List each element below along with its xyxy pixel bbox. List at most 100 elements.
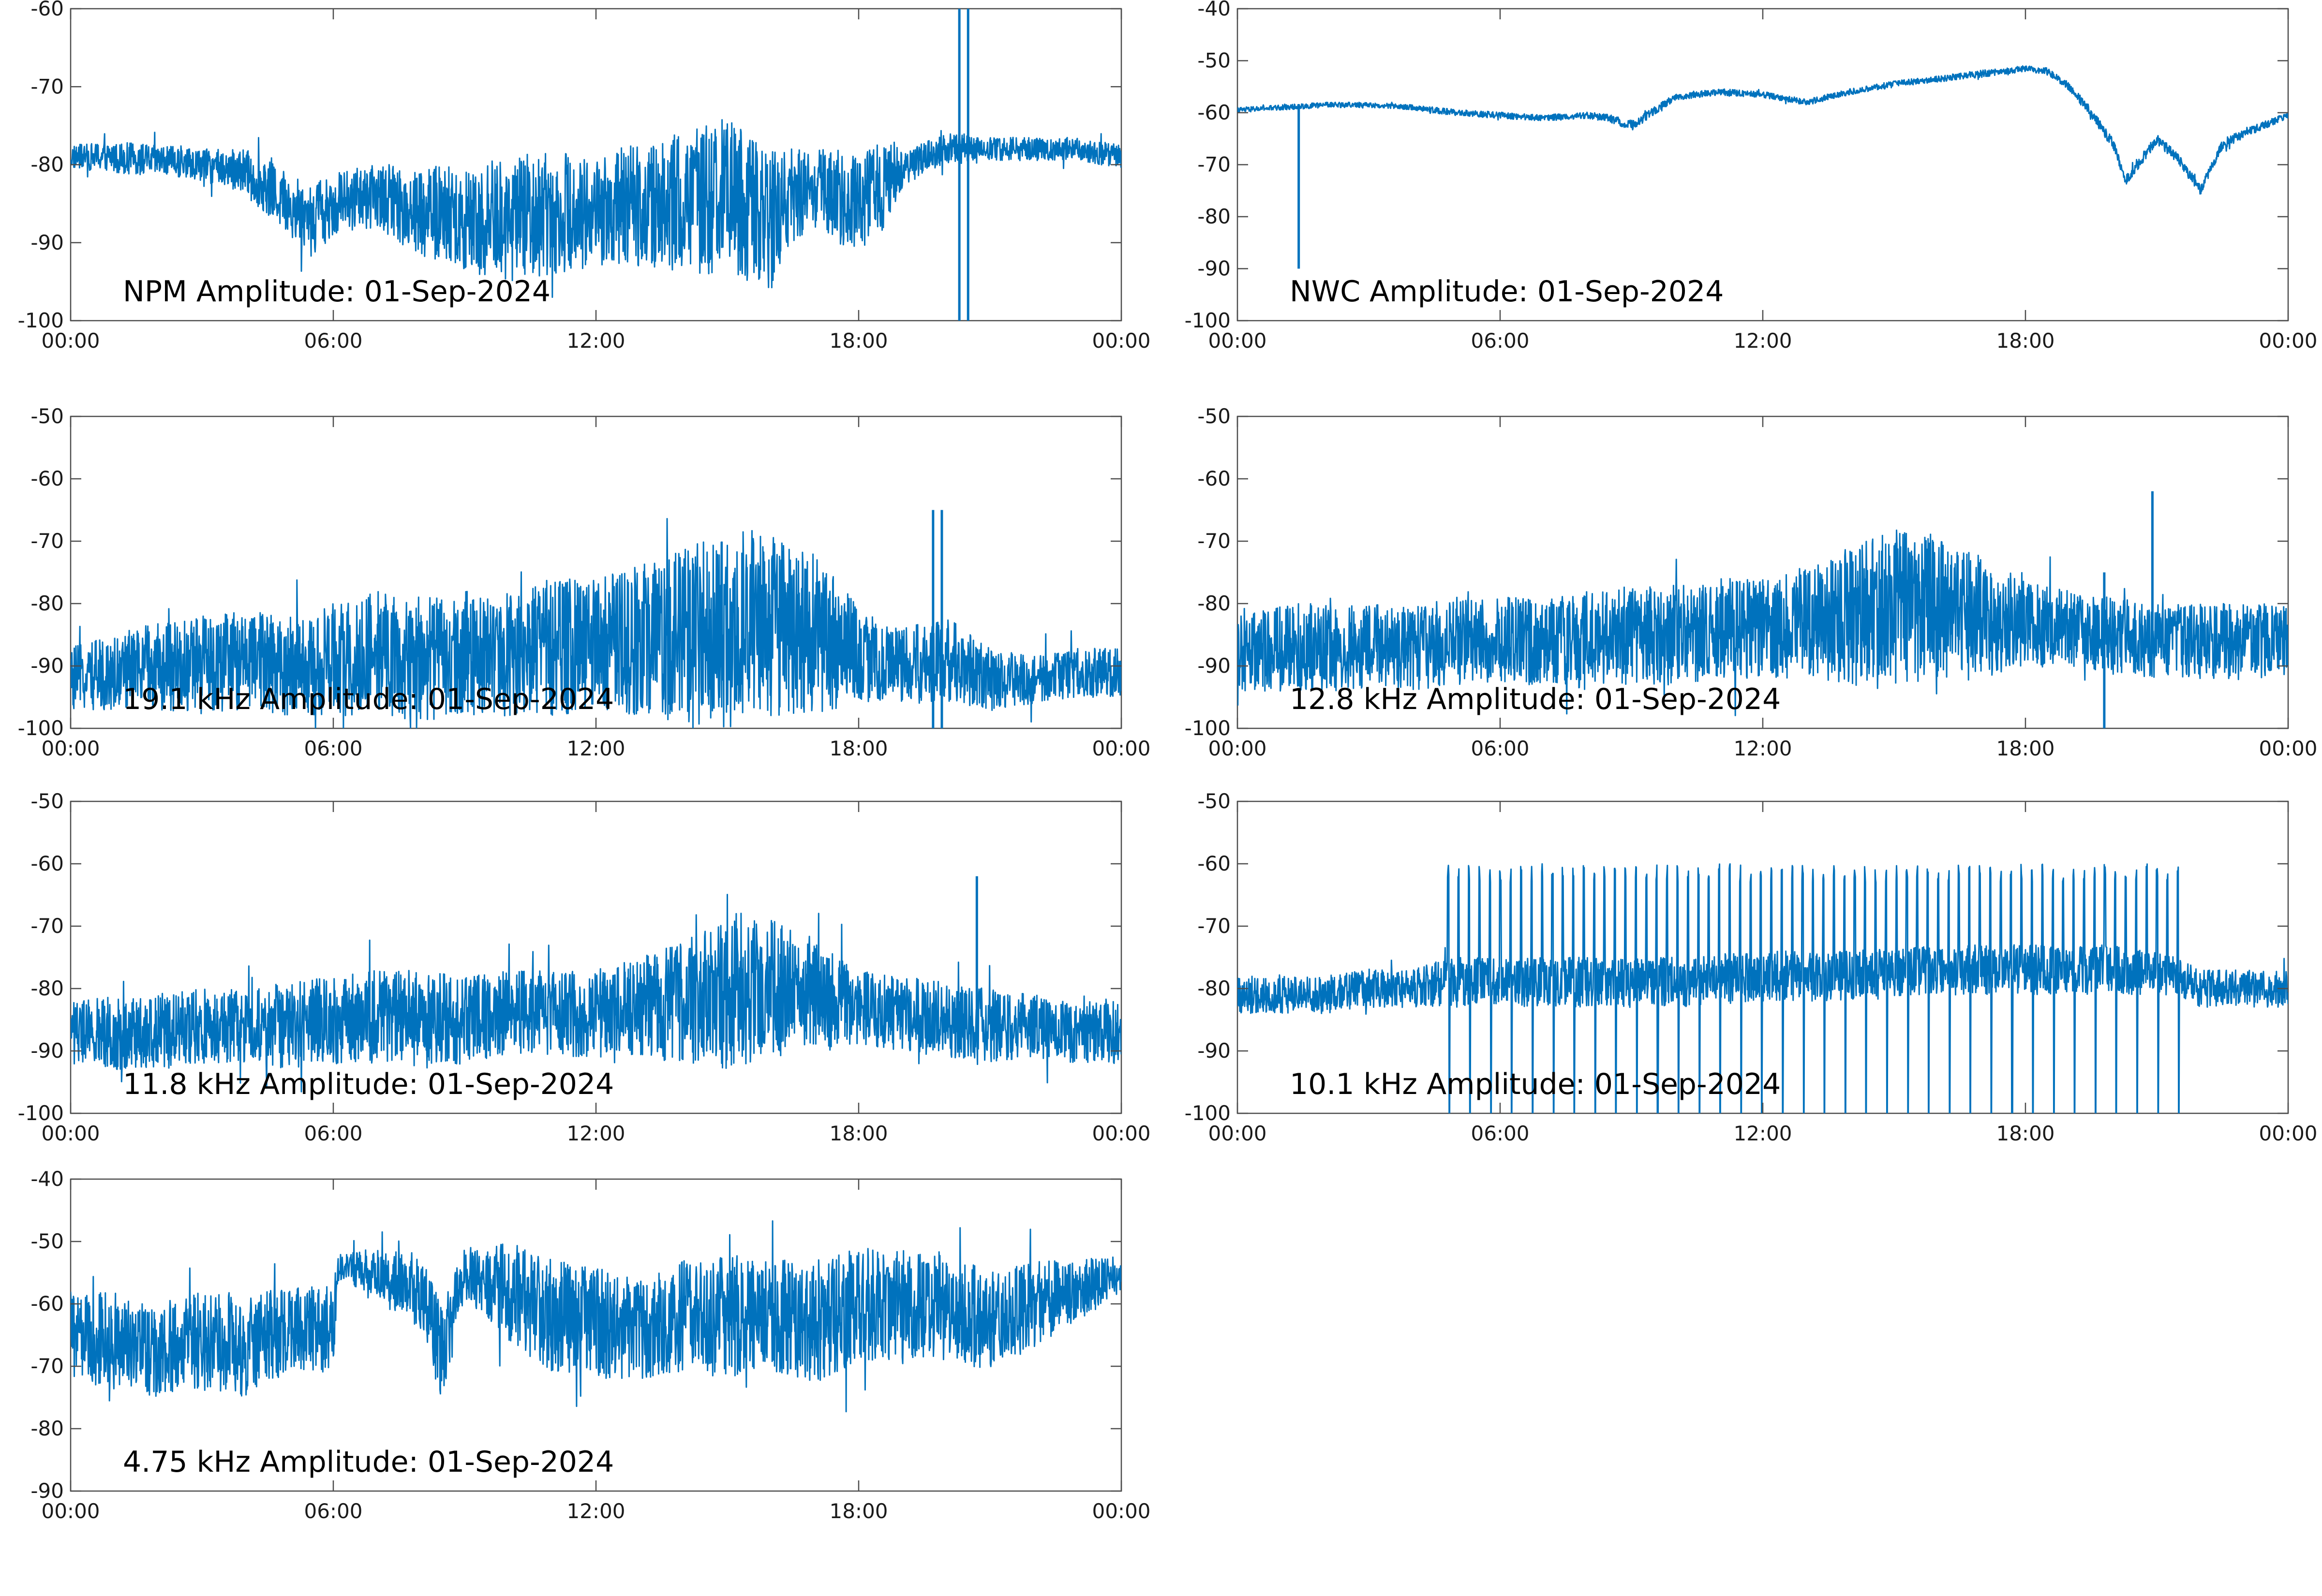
x-tick-label: 00:00	[1092, 329, 1150, 353]
y-tick-label: -90	[1197, 1039, 1231, 1063]
x-tick-label: 18:00	[1996, 737, 2054, 760]
chart-title: 4.75 kHz Amplitude: 01-Sep-2024	[123, 1445, 614, 1479]
y-tick-label: -70	[1197, 529, 1231, 553]
chart-title: 10.1 kHz Amplitude: 01-Sep-2024	[1290, 1067, 1781, 1101]
y-tick-label: -70	[30, 74, 64, 98]
y-tick-label: -80	[30, 153, 64, 177]
chart-title: 12.8 kHz Amplitude: 01-Sep-2024	[1290, 682, 1781, 716]
x-tick-label: 12:00	[1733, 1122, 1792, 1145]
series-line	[1237, 65, 2288, 195]
y-tick-label: -50	[30, 789, 64, 813]
x-tick-label: 06:00	[304, 1122, 362, 1145]
y-tick-label: -60	[1197, 852, 1231, 875]
y-tick-label: -60	[30, 0, 64, 20]
x-tick-label: 18:00	[829, 329, 888, 353]
chart-title: NPM Amplitude: 01-Sep-2024	[123, 275, 551, 309]
y-tick-label: -60	[1197, 101, 1231, 124]
y-tick-label: -50	[30, 1229, 64, 1253]
x-tick-label: 00:00	[41, 329, 100, 353]
y-tick-label: -100	[1185, 1101, 1231, 1125]
x-tick-label: 06:00	[304, 1499, 362, 1523]
y-tick-label: -70	[30, 529, 64, 553]
x-tick-label: 00:00	[41, 1122, 100, 1145]
y-tick-label: -80	[1197, 591, 1231, 615]
x-tick-label: 00:00	[2259, 329, 2317, 353]
y-tick-label: -50	[1197, 789, 1231, 813]
y-tick-label: -100	[1185, 309, 1231, 332]
y-tick-label: -60	[30, 1292, 64, 1315]
y-tick-label: -80	[1197, 976, 1231, 1000]
series-line	[1237, 863, 2288, 1113]
x-tick-label: 00:00	[1092, 1499, 1150, 1523]
series-line	[71, 1220, 1121, 1413]
y-tick-label: -70	[30, 914, 64, 938]
x-tick-label: 12:00	[1733, 329, 1792, 353]
y-tick-label: -60	[30, 852, 64, 875]
series-line	[71, 119, 1121, 298]
plot-area	[70, 800, 1122, 1114]
y-tick-label: -60	[30, 467, 64, 490]
x-tick-label: 00:00	[41, 1499, 100, 1523]
x-tick-label: 06:00	[1471, 1122, 1529, 1145]
plot-area	[1236, 8, 2289, 322]
y-tick-label: -70	[1197, 914, 1231, 938]
x-tick-label: 00:00	[1208, 1122, 1266, 1145]
y-tick-label: -100	[18, 716, 64, 740]
x-tick-label: 00:00	[41, 737, 100, 760]
chart-title: 19.1 kHz Amplitude: 01-Sep-2024	[123, 682, 614, 716]
x-tick-label: 00:00	[1208, 329, 1266, 353]
y-tick-label: -50	[30, 404, 64, 428]
x-tick-label: 12:00	[566, 329, 625, 353]
x-tick-label: 00:00	[1092, 1122, 1150, 1145]
x-tick-label: 00:00	[2259, 1122, 2317, 1145]
x-tick-label: 18:00	[829, 1122, 888, 1145]
y-tick-label: -50	[1197, 404, 1231, 428]
x-tick-label: 06:00	[304, 737, 362, 760]
x-tick-label: 00:00	[1092, 737, 1150, 760]
y-tick-label: -50	[1197, 49, 1231, 73]
x-tick-label: 06:00	[1471, 329, 1529, 353]
x-tick-label: 18:00	[829, 1499, 888, 1523]
y-tick-label: -80	[30, 976, 64, 1000]
y-tick-label: -90	[30, 231, 64, 254]
x-tick-label: 12:00	[566, 737, 625, 760]
x-tick-label: 12:00	[566, 1122, 625, 1145]
series-line	[1237, 529, 2288, 716]
x-tick-label: 12:00	[566, 1499, 625, 1523]
y-tick-label: -40	[1197, 0, 1231, 20]
y-tick-label: -80	[30, 591, 64, 615]
x-tick-label: 06:00	[1471, 737, 1529, 760]
y-tick-label: -90	[30, 654, 64, 678]
chart-title: NWC Amplitude: 01-Sep-2024	[1290, 275, 1724, 309]
y-tick-label: -70	[30, 1354, 64, 1378]
x-tick-label: 18:00	[1996, 1122, 2054, 1145]
y-tick-label: -100	[18, 1101, 64, 1125]
x-tick-label: 18:00	[829, 737, 888, 760]
series-line	[71, 518, 1121, 728]
plot-area	[1236, 415, 2289, 729]
x-tick-label: 12:00	[1733, 737, 1792, 760]
y-tick-label: -60	[1197, 467, 1231, 490]
x-tick-label: 00:00	[1208, 737, 1266, 760]
series-line	[71, 894, 1121, 1093]
y-tick-label: -100	[18, 309, 64, 332]
y-tick-label: -80	[30, 1417, 64, 1440]
y-tick-label: -90	[1197, 257, 1231, 281]
chart-title: 11.8 kHz Amplitude: 01-Sep-2024	[123, 1067, 614, 1101]
y-tick-label: -100	[1185, 716, 1231, 740]
x-tick-label: 00:00	[2259, 737, 2317, 760]
x-tick-label: 18:00	[1996, 329, 2054, 353]
y-tick-label: -80	[1197, 205, 1231, 228]
y-tick-label: -40	[30, 1167, 64, 1191]
x-tick-label: 06:00	[304, 329, 362, 353]
y-tick-label: -90	[30, 1479, 64, 1503]
y-tick-label: -70	[1197, 153, 1231, 177]
